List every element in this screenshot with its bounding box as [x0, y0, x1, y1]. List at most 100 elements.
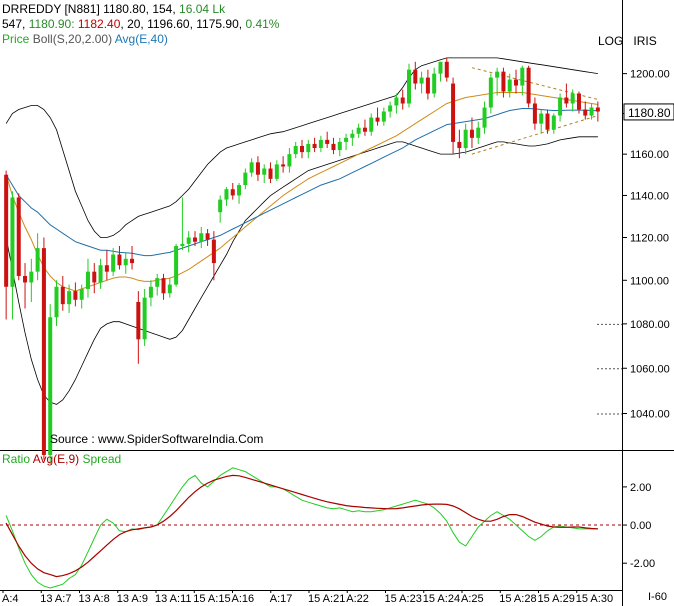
x-tick-label: 13 A:11 [155, 593, 192, 605]
candle-body [48, 317, 53, 455]
x-tick-label: 15 A:21 [308, 593, 345, 605]
legend-ratio-avg[interactable]: Avg(E,9) [32, 452, 80, 466]
ratio-avg-line [5, 474, 598, 578]
candle-body [130, 258, 135, 264]
candle-body [79, 288, 84, 300]
x-tick-label: 15 A:28 [499, 593, 536, 605]
iris-toggle[interactable]: IRIS [633, 34, 657, 48]
candle-body [192, 237, 197, 242]
price-tick-label: 1200.00 [630, 69, 670, 81]
change-unit: Lk [212, 2, 226, 16]
candle-body [400, 97, 405, 104]
candle-body [293, 145, 298, 155]
boll-lower-band [5, 136, 598, 405]
candle-body [325, 139, 330, 144]
candle-body [281, 164, 286, 167]
boll-middle-line [5, 92, 598, 292]
candle-body [558, 97, 563, 116]
scale-toggles: LOG IRIS [598, 34, 657, 48]
x-tick-label: 15 A:29 [538, 593, 575, 605]
candle-body [117, 254, 122, 266]
candle-body [438, 61, 443, 74]
candle-body [482, 107, 487, 128]
candle-body [463, 129, 468, 149]
candle-body [268, 168, 273, 179]
candle-body [274, 164, 279, 179]
candle-body [161, 278, 166, 294]
candle-body [469, 129, 474, 138]
candle-body [488, 77, 493, 108]
candle-body [60, 286, 65, 305]
ema40-line [5, 108, 598, 257]
candle-body [576, 93, 581, 110]
candle-body [35, 248, 40, 272]
candle-body [583, 109, 588, 116]
legend-price[interactable]: Price [2, 32, 30, 46]
legend-ratio[interactable]: Ratio [2, 452, 31, 466]
source-text: Source : www.SpiderSoftwareIndia.Com [50, 432, 264, 446]
x-tick-label: 13 A:9 [117, 593, 148, 605]
candle-body [111, 254, 116, 272]
candle-body [218, 199, 223, 213]
candle-body [356, 127, 361, 134]
candle-body [186, 237, 191, 244]
candle-body [224, 189, 229, 200]
candle-body [495, 71, 500, 78]
row2-prefix: 547, [2, 17, 26, 31]
x-tick-label: 13 A:7 [40, 593, 71, 605]
candle-body [85, 271, 90, 289]
legend-boll[interactable]: Boll(S,20,2.00) [32, 32, 113, 46]
candle-body [230, 189, 235, 196]
high2-value: 1196.60 [147, 17, 190, 31]
legend-spread[interactable]: Spread [82, 452, 122, 466]
low2-value: 1175.90 [196, 17, 239, 31]
boll-upper-band [5, 57, 598, 238]
candle-body [300, 145, 304, 153]
candle-body [457, 141, 462, 149]
candle-body [262, 168, 267, 175]
candle-body [306, 143, 311, 153]
candle-body [243, 172, 248, 186]
price-tick-label: 1060.00 [630, 363, 670, 375]
candle-body [520, 67, 525, 86]
candle-body [589, 107, 594, 116]
num-value: 20 [127, 17, 141, 31]
candle-body [205, 233, 210, 240]
price-tick-label: 1160.00 [630, 149, 669, 161]
candle-body [595, 107, 600, 112]
candle-body [155, 278, 160, 287]
price-tick-label: 1140.00 [630, 190, 669, 202]
x-tick-label: A:22 [346, 593, 369, 605]
candle-body [16, 197, 21, 276]
candle-body [23, 275, 28, 283]
triangle-lower-line [471, 115, 598, 155]
candle-body [312, 143, 317, 149]
candle-body [350, 133, 355, 138]
candle-body [142, 297, 147, 340]
candle-body [407, 69, 412, 104]
candle-body [287, 154, 292, 167]
last-price-tag: 1180.80 [628, 106, 671, 120]
candle-body [451, 83, 456, 142]
candle-body [98, 265, 103, 283]
legend-avg[interactable]: Avg(E,40) [114, 32, 168, 46]
candle-body [29, 271, 34, 283]
candle-body [532, 103, 537, 124]
candle-body [375, 117, 380, 122]
candle-body [167, 284, 172, 294]
triangle-upper-line [471, 67, 598, 100]
candle-body [501, 71, 506, 92]
candle-body [337, 141, 342, 151]
candle-body [444, 61, 449, 78]
price-tick-label: 1100.00 [630, 275, 669, 287]
candle-body [148, 286, 153, 298]
candle-body [425, 77, 430, 94]
ohlc-row: 547, 1180.90: 1182.40, 20, 1196.60, 1175… [2, 17, 280, 31]
candle-body [331, 143, 336, 151]
x-tick-label: 15 A:24 [423, 593, 460, 605]
candle-body [199, 233, 204, 242]
candle-body [136, 301, 141, 340]
candle-body [432, 73, 437, 94]
log-toggle[interactable]: LOG [598, 34, 624, 48]
